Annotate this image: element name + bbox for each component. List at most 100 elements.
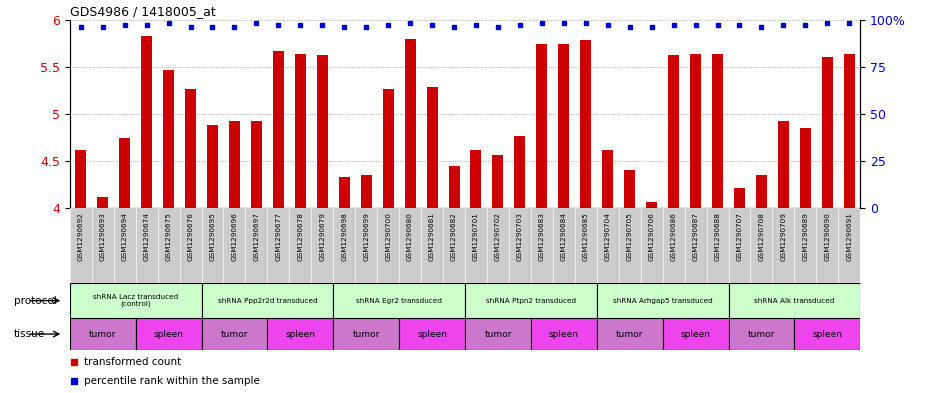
Bar bbox=[493, 156, 503, 208]
Text: percentile rank within the sample: percentile rank within the sample bbox=[84, 376, 259, 386]
Bar bbox=[229, 121, 240, 208]
Text: spleen: spleen bbox=[153, 330, 183, 338]
Bar bbox=[668, 55, 679, 208]
Text: shRNA Arhgap5 transduced: shRNA Arhgap5 transduced bbox=[613, 298, 712, 304]
Bar bbox=[603, 150, 613, 208]
Bar bbox=[531, 318, 597, 350]
Text: spleen: spleen bbox=[681, 330, 711, 338]
Text: GSM1290675: GSM1290675 bbox=[166, 212, 171, 261]
Bar bbox=[339, 177, 350, 208]
Text: shRNA Ppp2r2d transduced: shRNA Ppp2r2d transduced bbox=[218, 298, 317, 304]
Bar bbox=[794, 318, 860, 350]
Text: spleen: spleen bbox=[549, 330, 578, 338]
Bar bbox=[251, 121, 262, 208]
Text: GSM1290700: GSM1290700 bbox=[385, 212, 392, 261]
Bar bbox=[163, 70, 174, 208]
Text: tumor: tumor bbox=[89, 330, 116, 338]
Text: tumor: tumor bbox=[220, 330, 248, 338]
Bar bbox=[267, 318, 333, 350]
Text: GSM1290698: GSM1290698 bbox=[341, 212, 347, 261]
Bar bbox=[185, 90, 196, 208]
Text: GDS4986 / 1418005_at: GDS4986 / 1418005_at bbox=[70, 6, 216, 18]
Bar bbox=[70, 283, 202, 318]
Bar bbox=[98, 197, 108, 208]
Bar bbox=[800, 128, 811, 208]
Bar bbox=[756, 175, 767, 208]
Bar bbox=[141, 36, 153, 208]
Text: spleen: spleen bbox=[417, 330, 447, 338]
Text: GSM1290697: GSM1290697 bbox=[253, 212, 259, 261]
Text: GSM1290685: GSM1290685 bbox=[583, 212, 589, 261]
Bar bbox=[207, 125, 218, 208]
Text: GSM1290708: GSM1290708 bbox=[759, 212, 764, 261]
Text: GSM1290696: GSM1290696 bbox=[232, 212, 237, 261]
Text: shRNA Egr2 transduced: shRNA Egr2 transduced bbox=[356, 298, 442, 304]
Bar bbox=[690, 53, 701, 208]
Text: GSM1290707: GSM1290707 bbox=[737, 212, 742, 261]
Text: GSM1290706: GSM1290706 bbox=[648, 212, 655, 261]
Text: GSM1290691: GSM1290691 bbox=[846, 212, 852, 261]
Bar bbox=[580, 40, 591, 208]
Bar bbox=[202, 318, 267, 350]
Text: spleen: spleen bbox=[286, 330, 315, 338]
Text: GSM1290689: GSM1290689 bbox=[803, 212, 808, 261]
Bar bbox=[317, 55, 327, 208]
Bar bbox=[514, 136, 525, 208]
Text: tumor: tumor bbox=[748, 330, 775, 338]
Text: GSM1290690: GSM1290690 bbox=[824, 212, 830, 261]
Bar bbox=[333, 283, 465, 318]
Text: GSM1290686: GSM1290686 bbox=[671, 212, 677, 261]
Text: GSM1290677: GSM1290677 bbox=[275, 212, 282, 261]
Bar bbox=[558, 44, 569, 208]
Text: GSM1290703: GSM1290703 bbox=[517, 212, 523, 261]
Text: GSM1290688: GSM1290688 bbox=[714, 212, 721, 261]
Text: GSM1290694: GSM1290694 bbox=[122, 212, 127, 261]
Text: GSM1290687: GSM1290687 bbox=[693, 212, 698, 261]
Bar bbox=[597, 318, 662, 350]
Bar bbox=[728, 283, 860, 318]
Bar bbox=[405, 39, 416, 208]
Text: GSM1290683: GSM1290683 bbox=[538, 212, 545, 261]
Text: shRNA Ptpn2 transduced: shRNA Ptpn2 transduced bbox=[485, 298, 576, 304]
Bar bbox=[822, 57, 832, 208]
Bar bbox=[382, 90, 393, 208]
Text: GSM1290674: GSM1290674 bbox=[143, 212, 150, 261]
Text: GSM1290680: GSM1290680 bbox=[407, 212, 413, 261]
Bar bbox=[777, 121, 789, 208]
Text: GSM1290681: GSM1290681 bbox=[429, 212, 435, 261]
Text: GSM1290693: GSM1290693 bbox=[100, 212, 106, 261]
Bar bbox=[272, 51, 284, 208]
Text: tumor: tumor bbox=[616, 330, 644, 338]
Bar bbox=[646, 202, 658, 208]
Text: transformed count: transformed count bbox=[84, 357, 180, 367]
Bar bbox=[361, 175, 372, 208]
Text: tissue: tissue bbox=[14, 329, 45, 339]
Bar bbox=[295, 53, 306, 208]
Text: GSM1290682: GSM1290682 bbox=[451, 212, 457, 261]
Text: GSM1290678: GSM1290678 bbox=[298, 212, 303, 261]
Bar bbox=[471, 150, 482, 208]
Bar bbox=[465, 283, 597, 318]
Text: spleen: spleen bbox=[812, 330, 843, 338]
Bar bbox=[597, 283, 728, 318]
Text: tumor: tumor bbox=[352, 330, 379, 338]
Text: protocol: protocol bbox=[14, 296, 57, 306]
Bar bbox=[399, 318, 465, 350]
Text: GSM1290699: GSM1290699 bbox=[364, 212, 369, 261]
Text: GSM1290692: GSM1290692 bbox=[78, 212, 84, 261]
Text: GSM1290684: GSM1290684 bbox=[561, 212, 566, 261]
Text: GSM1290679: GSM1290679 bbox=[319, 212, 325, 261]
Bar bbox=[712, 53, 723, 208]
Bar bbox=[136, 318, 202, 350]
Bar bbox=[537, 44, 548, 208]
Bar bbox=[119, 138, 130, 208]
Text: GSM1290709: GSM1290709 bbox=[780, 212, 787, 261]
Bar bbox=[844, 53, 855, 208]
Text: GSM1290676: GSM1290676 bbox=[188, 212, 193, 261]
Bar bbox=[333, 318, 399, 350]
Bar bbox=[70, 318, 136, 350]
Text: tumor: tumor bbox=[485, 330, 512, 338]
Bar bbox=[75, 150, 86, 208]
Text: GSM1290702: GSM1290702 bbox=[495, 212, 501, 261]
Bar bbox=[728, 318, 794, 350]
